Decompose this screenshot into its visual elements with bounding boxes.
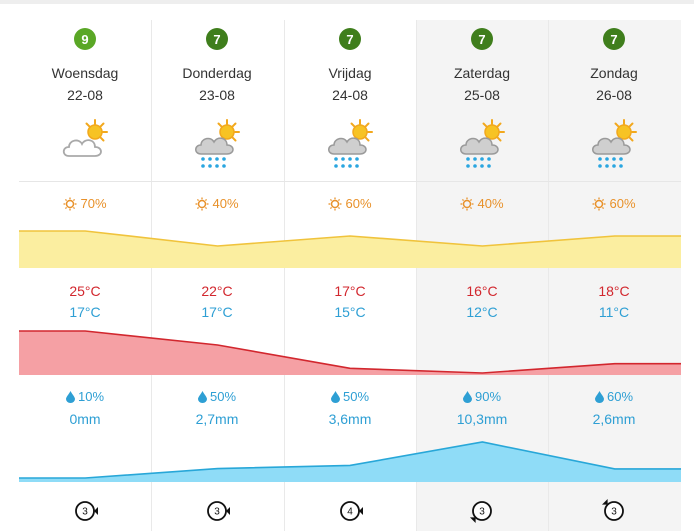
sun-cloud-rain-icon: [328, 119, 373, 168]
day-date: 22-08: [67, 87, 103, 103]
row-divider: [19, 181, 681, 182]
rain-chance-percent: 50%: [209, 389, 237, 404]
column-divider: [284, 20, 285, 531]
temperature-graph: [19, 330, 681, 375]
rain-amount: 10,3mm: [456, 411, 508, 427]
sunshine-line: [19, 230, 681, 247]
rain-chance-percent: 90%: [474, 389, 502, 404]
day-column-vrijdag[interactable]: 7 Vrijdag 24-08 60% 17°C 15°C 50% 3,6mm …: [284, 20, 416, 531]
wind-force: 3: [611, 507, 617, 518]
rain-line: [19, 441, 681, 479]
sun-icon: [592, 197, 606, 214]
sunshine-percent: 40%: [477, 196, 504, 211]
sunshine-percent: 40%: [212, 196, 239, 211]
day-column-woensdag[interactable]: 9 Woensdag 22-08 70% 25°C 17°C 10% 0mm 3: [19, 20, 151, 531]
temp-min: 15°C: [334, 304, 366, 320]
sunshine-graph: [19, 230, 681, 268]
temp-min: 17°C: [69, 304, 101, 320]
sun-cloud-rain-icon: [592, 119, 637, 168]
sun-icon: [63, 197, 77, 214]
rain-area: [19, 442, 681, 482]
day-date: 24-08: [332, 87, 368, 103]
column-divider: [151, 20, 152, 531]
sun-cloud-rain-icon: [460, 119, 505, 168]
temperature-line: [19, 330, 681, 374]
temp-max: 17°C: [334, 283, 366, 299]
rain-graph: [19, 441, 681, 482]
raindrop-icon: [197, 391, 207, 406]
sunshine-value: 60%: [548, 196, 680, 214]
wind-force: 4: [347, 507, 353, 518]
sunshine-percent: 70%: [80, 196, 107, 211]
day-date: 25-08: [464, 87, 500, 103]
wind-direction-icon: 3: [75, 501, 98, 521]
rain-amount: 2,6mm: [592, 411, 636, 427]
rain-amount: 2,7mm: [195, 411, 239, 427]
column-divider: [416, 20, 417, 531]
sun-icon: [195, 197, 209, 214]
rain-chance: 50%: [284, 389, 416, 406]
rain-chance-percent: 50%: [342, 389, 370, 404]
day-name: Zondag: [590, 65, 638, 81]
wind-force: 3: [214, 507, 220, 518]
sunshine-value: 60%: [284, 196, 416, 214]
temp-max: 18°C: [598, 283, 630, 299]
sun-icon: [460, 197, 474, 214]
day-column-zondag[interactable]: 7 Zondag 26-08 60% 18°C 11°C 60% 2,6mm 3: [548, 20, 680, 531]
day-name: Donderdag: [182, 65, 252, 81]
sun-icon: [328, 197, 342, 214]
top-divider: [0, 0, 694, 4]
rating-badge: 7: [206, 28, 228, 50]
rating-badge: 7: [603, 28, 625, 50]
day-date: 26-08: [596, 87, 632, 103]
wind-force: 3: [479, 507, 485, 518]
rating-badge: 7: [339, 28, 361, 50]
sunshine-value: 70%: [19, 196, 151, 214]
wind-direction-icon: 3: [601, 498, 624, 521]
wind-direction-icon: 3: [207, 501, 230, 521]
rain-chance: 90%: [416, 389, 548, 406]
day-column-donderdag[interactable]: 7 Donderdag 23-08 40% 22°C 17°C 50% 2,7m…: [151, 20, 283, 531]
day-name: Vrijdag: [328, 65, 372, 81]
sunshine-area: [19, 231, 681, 268]
rain-chance: 50%: [151, 389, 283, 406]
day-name: Zaterdag: [453, 65, 511, 81]
wind-direction-icon: 4: [340, 501, 363, 521]
rain-chance: 10%: [19, 389, 151, 406]
temp-min: 12°C: [466, 304, 498, 320]
rain-chance: 60%: [548, 389, 680, 406]
temp-max: 25°C: [69, 283, 101, 299]
raindrop-icon: [330, 391, 340, 406]
forecast-grid: 9 Woensdag 22-08 70% 25°C 17°C 10% 0mm 3…: [19, 20, 681, 531]
rating-badge: 7: [471, 28, 493, 50]
raindrop-icon: [594, 391, 604, 406]
rain-amount: 3,6mm: [328, 411, 372, 427]
sunshine-percent: 60%: [345, 196, 372, 211]
sunshine-value: 40%: [416, 196, 548, 214]
temp-max: 16°C: [466, 283, 498, 299]
partly-cloudy-icon: [62, 119, 108, 157]
column-divider: [548, 20, 549, 531]
wind-direction-icon: 3: [469, 501, 492, 524]
day-name: Woensdag: [51, 65, 119, 81]
sunshine-percent: 60%: [609, 196, 636, 211]
sun-cloud-rain-icon: [195, 119, 240, 168]
raindrop-icon: [462, 391, 472, 406]
rain-chance-percent: 10%: [77, 389, 105, 404]
wind-force: 3: [82, 507, 88, 518]
temp-min: 17°C: [201, 304, 233, 320]
day-column-zaterdag[interactable]: 7 Zaterdag 25-08 40% 16°C 12°C 90% 10,3m…: [416, 20, 548, 531]
rating-badge: 9: [74, 28, 96, 50]
sunshine-value: 40%: [151, 196, 283, 214]
rain-chance-percent: 60%: [606, 389, 634, 404]
raindrop-icon: [65, 391, 75, 406]
day-date: 23-08: [199, 87, 235, 103]
rain-amount: 0mm: [69, 411, 101, 427]
temp-min: 11°C: [598, 304, 630, 320]
temp-max: 22°C: [201, 283, 233, 299]
